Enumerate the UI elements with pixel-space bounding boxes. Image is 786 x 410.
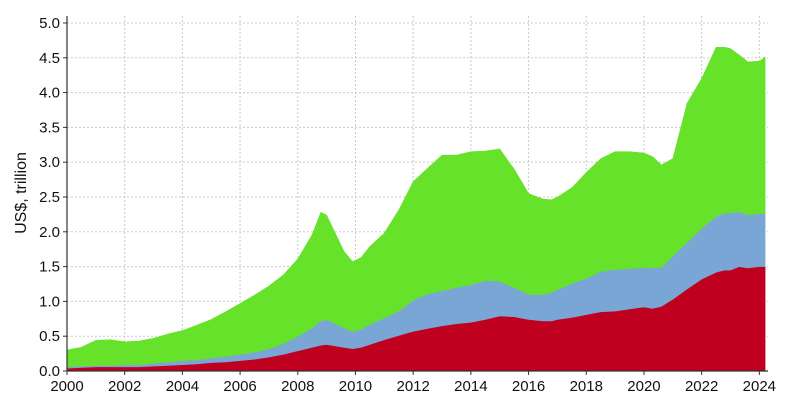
x-tick-label-12: 2024: [743, 378, 776, 395]
x-tick-label-5: 2010: [339, 378, 372, 395]
y-tick-label-4: 2.0: [39, 224, 60, 241]
x-tick-label-2: 2004: [166, 378, 199, 395]
y-tick-labels: 0.0 0.5 1.0 1.5 2.0 2.5 3.0 3.5 4.0 4.5 5.0: [39, 15, 67, 380]
x-tick-label-8: 2016: [512, 378, 545, 395]
x-tick-label-9: 2018: [570, 378, 603, 395]
x-tick-label-10: 2020: [627, 378, 660, 395]
y-axis-label: US$, trillion: [13, 152, 30, 234]
y-tick-label-8: 4.0: [39, 85, 60, 102]
axes: [66, 16, 768, 372]
x-tick-label-4: 2008: [281, 378, 314, 395]
x-tick-label-6: 2012: [396, 378, 429, 395]
series-areas: [66, 47, 766, 372]
series-area-2: [66, 47, 766, 368]
x-tick-label-1: 2002: [108, 378, 141, 395]
y-tick-label-9: 4.5: [39, 50, 60, 67]
y-tick-label-1: 0.5: [39, 328, 60, 345]
x-tick-label-0: 2000: [50, 378, 83, 395]
y-tick-label-5: 2.5: [39, 189, 60, 206]
x-tick-labels: 2000 2002 2004 2006 2008 2010 2012 2014 2016 2018…: [50, 371, 776, 395]
x-tick-label-11: 2022: [685, 378, 718, 395]
y-tick-label-2: 1.0: [39, 293, 60, 310]
x-tick-label-7: 2014: [454, 378, 487, 395]
y-tick-label-10: 5.0: [39, 15, 60, 32]
y-tick-label-3: 1.5: [39, 259, 60, 276]
y-tick-label-0: 0.0: [39, 363, 60, 380]
y-tick-label-6: 3.0: [39, 154, 60, 171]
x-tick-label-3: 2006: [223, 378, 256, 395]
y-tick-label-7: 3.5: [39, 119, 60, 136]
